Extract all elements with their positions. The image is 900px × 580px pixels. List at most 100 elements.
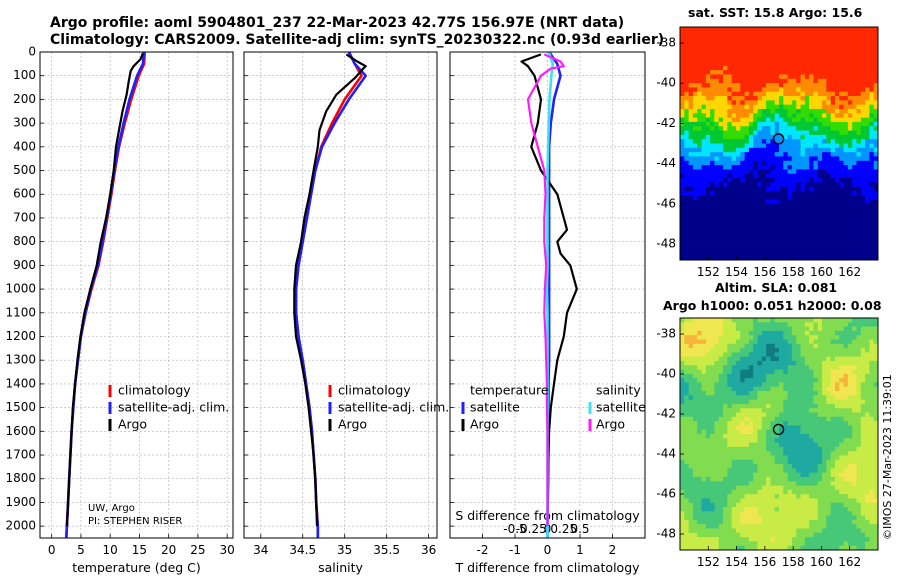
map-cell bbox=[791, 35, 797, 41]
map-cell bbox=[865, 395, 870, 401]
map-cell bbox=[830, 70, 836, 75]
map-cell bbox=[787, 330, 793, 336]
map-cell bbox=[748, 318, 754, 323]
map-cell bbox=[856, 173, 862, 179]
x-tick-label: 156 bbox=[753, 265, 776, 279]
map-cell bbox=[744, 494, 750, 499]
map-cell bbox=[684, 326, 689, 332]
map-cell bbox=[813, 152, 819, 157]
map-cell bbox=[787, 339, 793, 345]
map-cell bbox=[718, 360, 724, 366]
map-cell bbox=[830, 165, 836, 170]
map-cell bbox=[701, 48, 707, 54]
map-cell bbox=[852, 425, 857, 431]
map-cell bbox=[705, 108, 711, 114]
map-cell bbox=[860, 242, 866, 248]
map-cell bbox=[804, 126, 810, 131]
x-tick-label: 25 bbox=[190, 543, 205, 557]
map-cell bbox=[740, 498, 745, 504]
map-cell bbox=[817, 339, 823, 345]
map-cell bbox=[847, 143, 853, 149]
map-cell bbox=[817, 365, 823, 370]
map-cell bbox=[839, 255, 844, 261]
map-cell bbox=[748, 251, 754, 257]
map-cell bbox=[791, 247, 797, 252]
map-cell bbox=[796, 139, 801, 144]
map-cell bbox=[869, 369, 875, 375]
map-cell bbox=[800, 74, 806, 80]
map-cell bbox=[856, 251, 862, 257]
map-cell bbox=[688, 318, 694, 323]
map-cell bbox=[701, 360, 707, 366]
map-cell bbox=[701, 212, 707, 218]
map-cell bbox=[852, 369, 857, 375]
map-cell bbox=[852, 356, 857, 362]
map-cell bbox=[860, 39, 866, 45]
map-cell bbox=[688, 412, 694, 418]
map-cell bbox=[822, 39, 827, 45]
map-cell bbox=[809, 442, 814, 448]
map-cell bbox=[817, 108, 823, 114]
map-cell bbox=[839, 356, 844, 362]
map-cell bbox=[761, 438, 767, 443]
map-cell bbox=[869, 365, 875, 370]
map-cell bbox=[697, 369, 702, 375]
map-cell bbox=[783, 216, 788, 222]
map-cell bbox=[744, 208, 750, 213]
map-cell bbox=[822, 199, 827, 205]
map-cell bbox=[697, 52, 702, 58]
map-cell bbox=[787, 369, 793, 375]
map-cell bbox=[692, 147, 698, 153]
map-cell bbox=[834, 442, 840, 448]
map-cell bbox=[852, 152, 857, 157]
map-cell bbox=[684, 27, 689, 32]
map-cell bbox=[753, 408, 758, 413]
map-cell bbox=[735, 318, 741, 323]
y-tick-label: -48 bbox=[656, 236, 676, 250]
map-cell bbox=[817, 83, 823, 88]
map-cell bbox=[710, 373, 715, 379]
map-cell bbox=[847, 152, 853, 157]
map-cell bbox=[774, 391, 780, 396]
map-cell bbox=[697, 451, 702, 456]
map-cell bbox=[834, 339, 840, 345]
map-cell bbox=[718, 173, 724, 179]
map-cell bbox=[761, 147, 767, 153]
map-cell bbox=[796, 203, 801, 209]
map-cell bbox=[753, 339, 758, 345]
map-cell bbox=[826, 234, 832, 239]
map-cell bbox=[714, 442, 720, 448]
map-cell bbox=[723, 395, 728, 401]
map-cell bbox=[787, 416, 793, 422]
map-cell bbox=[834, 348, 840, 353]
map-cell bbox=[865, 169, 870, 175]
map-cell bbox=[688, 203, 694, 209]
map-cell bbox=[847, 165, 853, 170]
map-cell bbox=[701, 446, 707, 452]
map-cell bbox=[714, 169, 720, 175]
map-cell bbox=[744, 251, 750, 257]
map-cell bbox=[852, 251, 857, 257]
map-cell bbox=[680, 91, 685, 97]
map-cell bbox=[744, 446, 750, 452]
y-tick-label: 1900 bbox=[5, 495, 36, 509]
x-tick-label: 36 bbox=[421, 543, 436, 557]
map-cell bbox=[766, 27, 771, 32]
map-cell bbox=[809, 229, 814, 235]
map-cell bbox=[710, 511, 715, 517]
map-cell bbox=[791, 134, 797, 140]
map-cell bbox=[804, 485, 810, 491]
map-cell bbox=[744, 173, 750, 179]
map-cell bbox=[748, 395, 754, 401]
map-cell bbox=[770, 511, 776, 517]
map-cell bbox=[744, 391, 750, 396]
map-cell bbox=[748, 48, 754, 54]
map-cell bbox=[727, 251, 733, 257]
map-cell bbox=[680, 326, 685, 332]
map-cell bbox=[852, 459, 857, 465]
map-cell bbox=[809, 139, 814, 144]
map-cell bbox=[684, 511, 689, 517]
map-cell bbox=[796, 238, 801, 244]
map-cell bbox=[723, 238, 728, 244]
map-cell bbox=[727, 44, 733, 49]
